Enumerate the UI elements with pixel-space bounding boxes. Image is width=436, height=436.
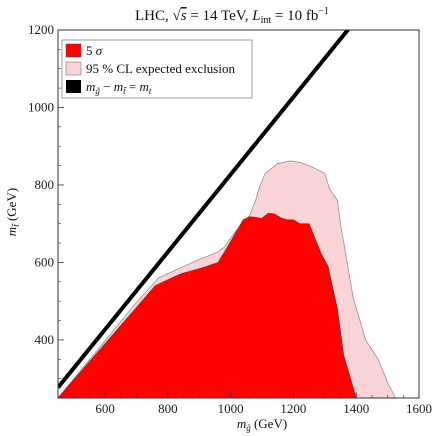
- y-tick-label: 1200: [28, 22, 54, 37]
- y-tick-label: 600: [35, 254, 55, 269]
- kinematic-limit-line: [58, 30, 351, 389]
- legend-swatch-5-sigma: [65, 43, 82, 58]
- y-axis: 400 600 800 1000 1200: [28, 22, 64, 379]
- y-tick-label: 1000: [28, 99, 54, 114]
- x-tick-label: 1600: [406, 401, 432, 416]
- legend-label-exclusion: 95 % CL expected exclusion: [86, 61, 235, 76]
- x-axis-title: mg̃ (GeV): [237, 416, 287, 433]
- legend-box: [61, 39, 253, 99]
- x-tick-label: 1400: [343, 401, 369, 416]
- chart-title: LHC, √s = 14 TeV, Lint = 10 fb−1: [135, 6, 329, 26]
- plot-area: [58, 30, 396, 398]
- legend-swatch-kinematic-line: [66, 80, 81, 93]
- legend-swatch-exclusion: [65, 61, 82, 76]
- x-axis: 600 800 1000 1200 1400 1600: [73, 392, 432, 416]
- legend-label-kinematic-line: mg̃ − mt̃ = mt: [86, 79, 152, 96]
- y-tick-label: 400: [35, 332, 55, 347]
- x-tick-label: 800: [158, 401, 178, 416]
- x-tick-label: 1200: [280, 401, 306, 416]
- legend: 5 σ 95 % CL expected exclusion mg̃ − mt̃…: [61, 39, 253, 99]
- plot-frame: [57, 29, 420, 399]
- x-tick-label: 1000: [218, 401, 244, 416]
- five-sigma-region: [58, 212, 357, 398]
- legend-label-5-sigma: 5 σ: [86, 43, 103, 58]
- y-axis-title: mt̃ (GeV): [4, 188, 21, 236]
- y-tick-label: 800: [35, 177, 55, 192]
- x-tick-label: 600: [95, 401, 115, 416]
